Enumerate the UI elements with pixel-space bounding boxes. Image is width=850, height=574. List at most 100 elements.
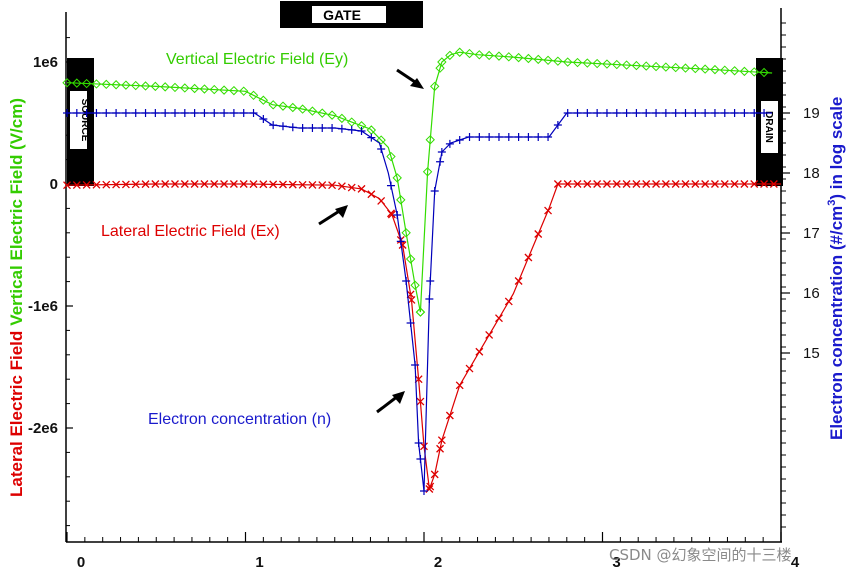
ex-marker: [210, 180, 219, 188]
ey-marker: [533, 54, 543, 65]
ey-marker: [474, 50, 485, 60]
n-marker: [563, 109, 572, 117]
n-marker: [661, 109, 670, 117]
ey-marker: [219, 85, 229, 95]
source-box: SOURCE: [67, 58, 94, 186]
series-line-ex: [66, 183, 781, 490]
ey-marker: [631, 60, 642, 71]
ex-marker: [121, 180, 130, 189]
n-marker: [269, 121, 278, 130]
ex-marker: [573, 180, 582, 188]
ex-marker: [437, 436, 446, 445]
ey-marker: [430, 81, 440, 92]
ey-marker: [239, 86, 249, 96]
ey-marker: [327, 110, 337, 120]
y-axis-label-right-main: Electron concentration (#/cm: [827, 206, 846, 440]
n-marker: [632, 109, 641, 117]
ex-marker: [603, 180, 611, 188]
ey-marker: [180, 83, 190, 93]
ex-marker: [426, 482, 435, 491]
ey-marker: [121, 80, 131, 90]
ey-marker: [690, 63, 701, 74]
n-marker: [161, 109, 170, 117]
y-right-tick-label: 16: [803, 285, 820, 302]
ex-marker: [249, 180, 258, 189]
x-tick-label: 3: [612, 554, 620, 571]
ey-marker: [140, 81, 151, 91]
n-marker: [393, 211, 402, 219]
ey-marker: [572, 57, 583, 68]
ey-marker: [523, 53, 534, 64]
ey-marker: [582, 58, 593, 68]
y-right-tick-label: 17: [803, 225, 820, 242]
ex-marker: [760, 180, 769, 188]
ex-marker: [740, 180, 749, 188]
ey-marker: [670, 62, 681, 73]
n-marker: [357, 127, 366, 135]
ey-marker: [621, 60, 632, 70]
ey-marker: [288, 102, 298, 113]
gate-label: GATE: [323, 7, 361, 23]
ex-marker: [347, 183, 356, 192]
ey-marker: [150, 81, 161, 92]
n-marker: [573, 109, 582, 117]
ey-marker: [111, 80, 121, 90]
ex-marker: [485, 331, 494, 339]
ex-marker: [387, 210, 396, 219]
n-marker: [652, 109, 661, 117]
ey-marker: [720, 65, 730, 75]
ex-marker: [239, 180, 248, 188]
ex-marker: [279, 180, 287, 189]
x-tick-label: 1: [255, 554, 263, 571]
ex-marker: [632, 180, 641, 188]
n-marker: [642, 109, 651, 117]
n-marker: [622, 109, 631, 117]
ey-marker: [401, 228, 411, 238]
n-marker: [612, 109, 621, 117]
ex-marker: [524, 253, 533, 262]
ex-marker: [420, 442, 428, 451]
ey-marker: [749, 67, 759, 77]
n-marker: [411, 361, 420, 369]
ey-marker: [680, 63, 691, 73]
series-line-ey: [66, 51, 773, 313]
n-marker: [416, 455, 425, 463]
ey-marker: [612, 59, 622, 70]
n-marker: [437, 148, 446, 156]
y-axis-label-right: Electron concentration (#/cm3) in log sc…: [826, 97, 846, 440]
n-marker: [710, 109, 719, 117]
ex-marker: [151, 180, 160, 188]
ey-marker: [494, 51, 504, 61]
n-marker: [583, 109, 592, 117]
ex-marker: [445, 411, 454, 420]
watermark: CSDN @幻象空间的十三楼: [609, 546, 792, 564]
ex-marker: [407, 295, 416, 304]
ey-marker: [62, 78, 72, 88]
ey-marker: [651, 61, 661, 72]
n-marker: [730, 109, 739, 117]
ex-marker: [377, 196, 386, 205]
ey-marker: [72, 78, 82, 88]
ex-marker: [102, 180, 111, 189]
ex-marker: [318, 181, 327, 190]
ex-marker: [691, 180, 700, 188]
ey-marker: [268, 100, 278, 110]
ey-marker: [729, 66, 740, 76]
n-marker: [494, 133, 503, 141]
ey-marker: [131, 80, 141, 91]
n-marker: [239, 109, 248, 117]
series-layer: [62, 47, 781, 495]
ex-marker: [750, 180, 759, 188]
ex-marker: [593, 180, 602, 188]
ey-marker: [81, 78, 92, 89]
ey-marker: [386, 151, 396, 162]
ex-marker: [328, 181, 337, 190]
ex-marker: [430, 470, 439, 479]
n-marker: [259, 115, 268, 123]
n-marker: [121, 109, 130, 117]
n-marker: [420, 487, 428, 495]
n-marker: [318, 124, 327, 132]
n-marker: [288, 123, 297, 132]
n-marker: [367, 133, 376, 142]
ey-marker: [484, 50, 494, 61]
